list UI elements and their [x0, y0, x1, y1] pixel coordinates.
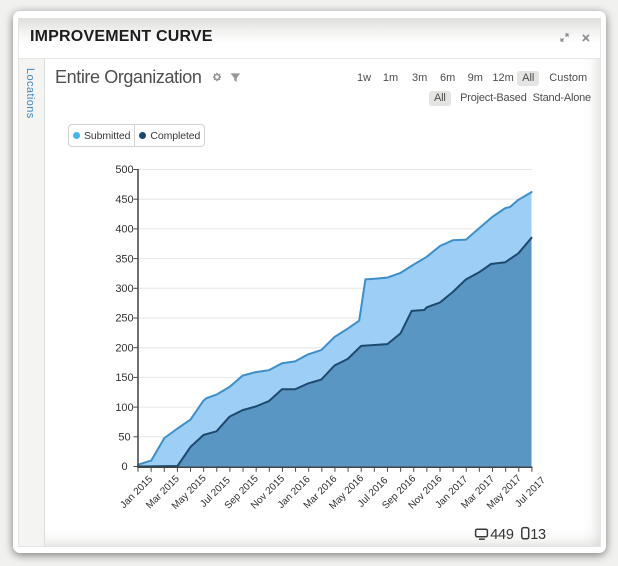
svg-text:400: 400	[115, 224, 133, 236]
svg-text:450: 450	[115, 194, 133, 206]
svg-text:0: 0	[121, 461, 127, 473]
svg-text:50: 50	[118, 432, 130, 444]
svg-text:150: 150	[115, 372, 133, 384]
svg-text:200: 200	[115, 342, 133, 354]
svg-text:350: 350	[115, 253, 133, 265]
svg-text:100: 100	[115, 402, 133, 414]
svg-text:500: 500	[115, 164, 133, 176]
svg-text:13: 13	[530, 527, 546, 543]
svg-text:449: 449	[490, 527, 514, 543]
svg-text:250: 250	[115, 313, 133, 325]
svg-text:300: 300	[115, 283, 133, 295]
